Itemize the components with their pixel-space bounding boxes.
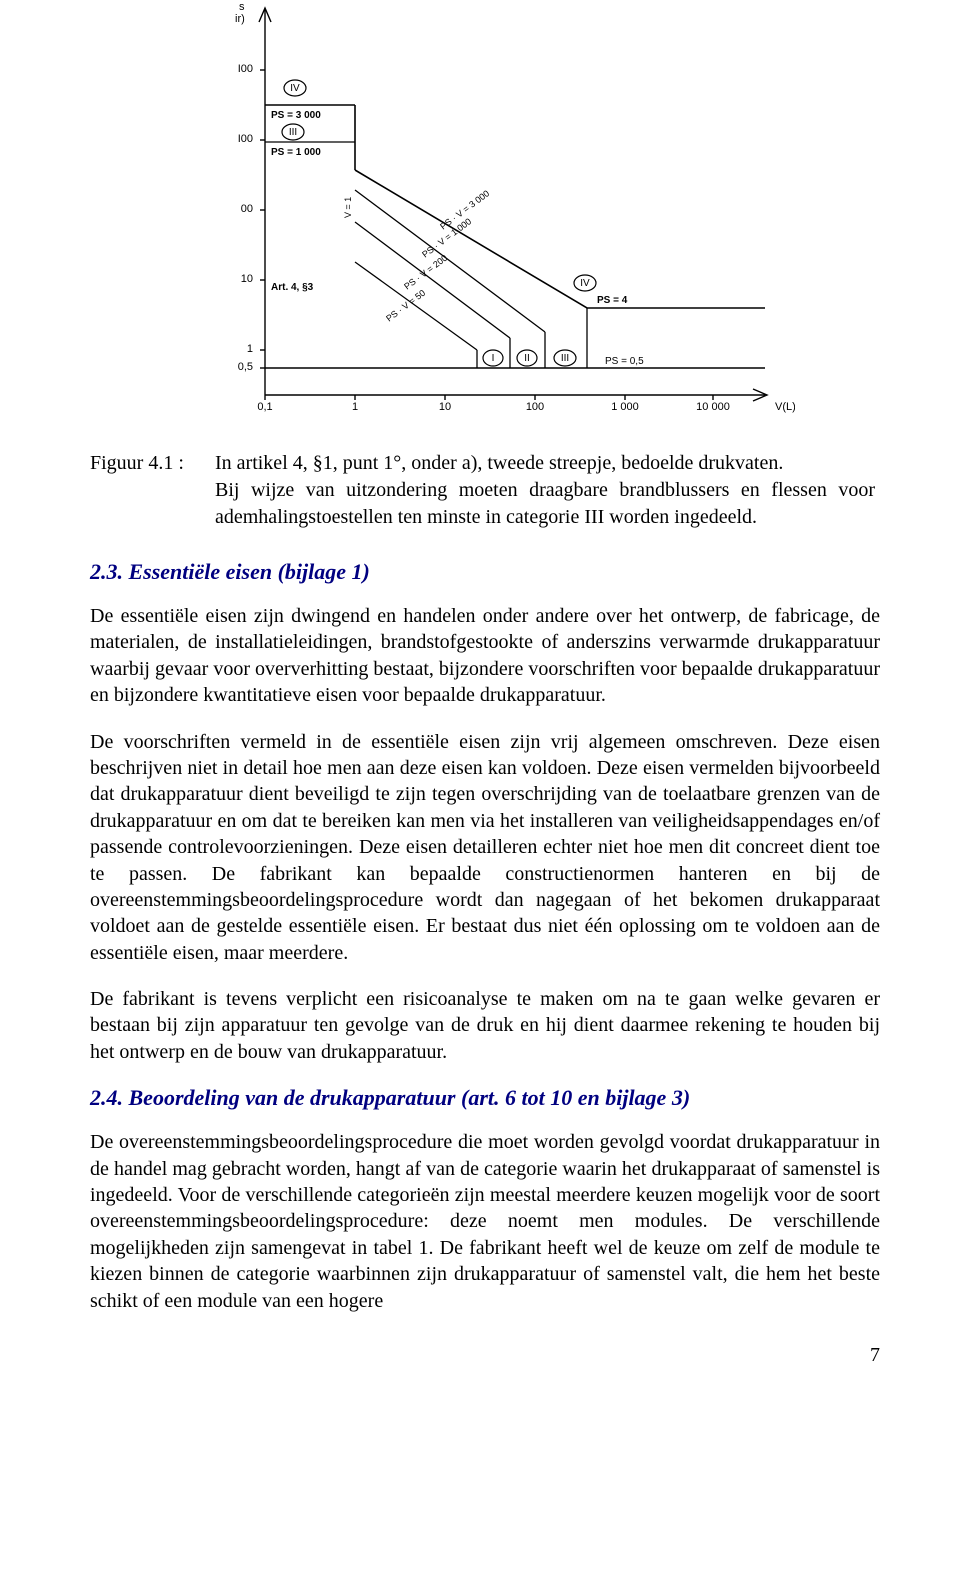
s23-p1: De essentiële eisen zijn dwingend en han… — [90, 603, 880, 709]
ytick-2: 10 — [241, 273, 253, 285]
ytick-3: 00 — [241, 203, 253, 215]
label-ps4: PS = 4 — [597, 295, 628, 306]
badge-iii-left: III — [282, 124, 304, 140]
iso-50: PS · V = 50 — [384, 288, 427, 324]
classification-chart: 0,1 1 10 100 1 000 10 000 V(L) 0,5 1 10 … — [175, 0, 795, 430]
x-axis-label: V(L) — [775, 401, 795, 413]
xtick-3: 100 — [526, 401, 544, 413]
badge-iii-bottom: III — [554, 350, 576, 366]
ytick-5: I00 — [238, 63, 253, 75]
svg-text:IV: IV — [290, 83, 300, 94]
svg-text:II: II — [524, 353, 530, 364]
ytick-0: 0,5 — [238, 361, 253, 373]
label-ps1000: PS = 1 000 — [271, 147, 321, 158]
figure-caption: Figuur 4.1 : In artikel 4, §1, punt 1°, … — [90, 450, 880, 531]
label-art43: Art. 4, §3 — [271, 282, 314, 293]
svg-text:III: III — [289, 127, 297, 138]
svg-text:III: III — [561, 353, 569, 364]
badge-ii-bottom: II — [517, 350, 537, 366]
ytick-1: 1 — [247, 343, 253, 355]
xtick-0: 0,1 — [257, 401, 272, 413]
caption-line1: In artikel 4, §1, punt 1°, onder a), twe… — [215, 452, 783, 474]
heading-2-3: 2.3. Essentiële eisen (bijlage 1) — [90, 559, 880, 585]
xtick-4: 1 000 — [611, 401, 639, 413]
label-v1: V = 1 — [343, 197, 353, 218]
svg-text:IV: IV — [580, 278, 590, 289]
ytick-4: I00 — [238, 133, 253, 145]
badge-i-bottom: I — [483, 350, 503, 366]
s23-p3: De fabrikant is tevens verplicht een ris… — [90, 986, 880, 1065]
xtick-1: 1 — [352, 401, 358, 413]
s24-p1: De overeenstemmingsbeoordelingsprocedure… — [90, 1129, 880, 1314]
heading-2-4: 2.4. Beoordeling van de drukapparatuur (… — [90, 1085, 880, 1111]
svg-text:I: I — [492, 353, 495, 364]
s23-p2: De voorschriften vermeld in de essentiël… — [90, 729, 880, 967]
xtick-5: 10 000 — [696, 401, 730, 413]
y-axis-label-ir: ir) — [235, 13, 245, 25]
badge-iv-right: IV — [574, 275, 596, 291]
label-ps3000: PS = 3 000 — [271, 110, 321, 121]
badge-iv-top: IV — [284, 80, 306, 96]
label-ps05: PS = 0,5 — [605, 356, 644, 367]
xtick-2: 10 — [439, 401, 451, 413]
caption-line2: Bij wijze van uitzondering moeten draagb… — [215, 479, 875, 528]
y-axis-label-s: s — [239, 1, 245, 13]
caption-label: Figuur 4.1 : — [90, 450, 210, 477]
page-number: 7 — [90, 1344, 880, 1367]
